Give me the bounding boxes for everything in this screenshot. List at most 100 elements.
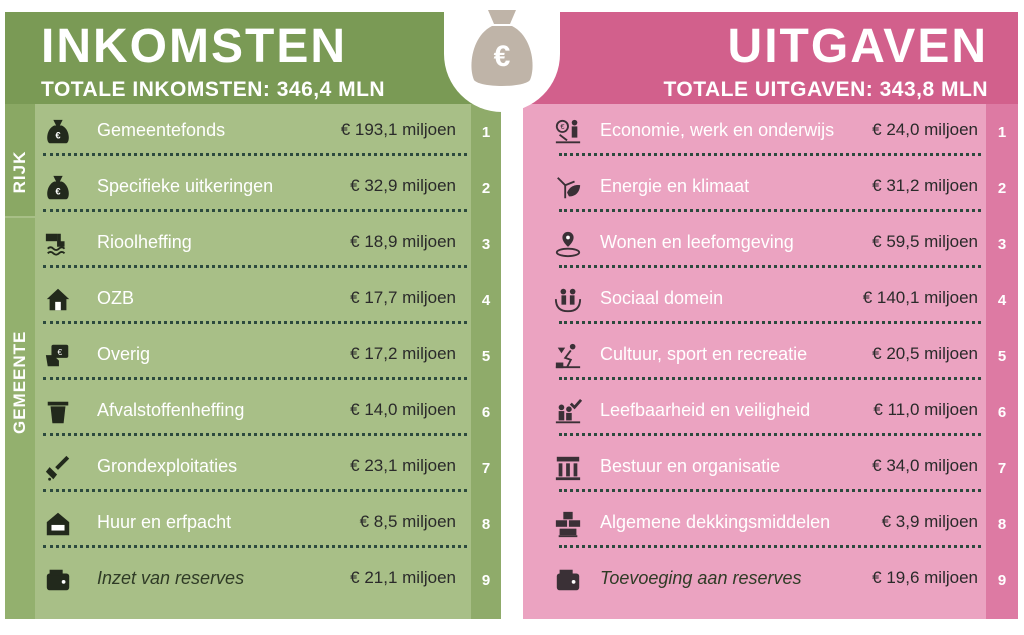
item-amount: € 20,5 miljoen	[872, 344, 978, 363]
item-number: 6	[997, 404, 1007, 421]
item-number: 5	[481, 348, 491, 365]
item-number: 2	[481, 180, 491, 197]
list-item: OZB € 17,7 miljoen 4	[5, 272, 501, 328]
item-amount: € 8,5 miljoen	[359, 512, 456, 531]
item-label: Algemene dekkingsmiddelen	[600, 512, 831, 532]
euro-money-bag-icon: €	[471, 10, 533, 86]
dotted-divider	[559, 265, 981, 268]
people-check-icon	[553, 398, 583, 426]
item-number: 8	[997, 516, 1007, 533]
money-bag-icon: €	[43, 174, 73, 202]
list-item: € Gemeentefonds € 193,1 miljoen 1	[5, 104, 501, 160]
uitgaven-subtitle: TOTALE UITGAVEN: 343,8 MLN	[663, 78, 988, 101]
coin-stacks-icon	[553, 510, 583, 538]
list-item: € Economie, werk en onderwijs € 24,0 miljo…	[523, 104, 1018, 160]
list-item: Cultuur, sport en recreatie € 20,5 miljoe…	[523, 328, 1018, 384]
item-number: 4	[481, 292, 491, 309]
item-label: Energie en klimaat	[600, 176, 750, 196]
item-number: 1	[481, 124, 491, 141]
item-label: Inzet van reserves	[97, 568, 245, 588]
list-item: Huur en erfpacht € 8,5 miljoen 8	[5, 496, 501, 552]
dotted-divider	[559, 321, 981, 324]
group-gemeente-band	[5, 218, 35, 619]
list-item: Bestuur en organisatie € 34,0 miljoen 7	[523, 440, 1018, 496]
list-item: Rioolheffing € 18,9 miljoen 3	[5, 216, 501, 272]
item-amount: € 31,2 miljoen	[872, 176, 978, 195]
item-number: 6	[481, 404, 491, 421]
uitgaven-number-column	[986, 104, 1018, 619]
uitgaven-header: UITGAVEN TOTALE UITGAVEN: 343,8 MLN	[523, 12, 1018, 104]
item-label: Gemeentefonds	[97, 120, 226, 140]
uitgaven-panel: UITGAVEN TOTALE UITGAVEN: 343,8 MLN € Eco…	[523, 12, 1018, 619]
wallet-icon	[43, 566, 73, 594]
inkomsten-panel: INKOMSTEN TOTALE INKOMSTEN: 346,4 MLN RI…	[5, 12, 501, 619]
wallet-icon	[553, 566, 583, 594]
list-item: € Specifieke uitkeringen € 32,9 miljoen 2	[5, 160, 501, 216]
item-label: Wonen en leefomgeving	[600, 232, 794, 252]
dotted-divider	[43, 321, 467, 324]
item-number: 5	[997, 348, 1007, 365]
item-label: Cultuur, sport en recreatie	[600, 344, 808, 364]
item-label: Economie, werk en onderwijs	[600, 120, 835, 140]
dotted-divider	[43, 545, 467, 548]
dotted-divider	[43, 153, 467, 156]
item-amount: € 34,0 miljoen	[872, 456, 978, 475]
dotted-divider	[559, 209, 981, 212]
inkomsten-subtitle: TOTALE INKOMSTEN: 346,4 MLN	[41, 78, 386, 101]
item-amount: € 21,1 miljoen	[350, 568, 456, 587]
item-number: 9	[481, 572, 491, 589]
item-amount: € 17,2 miljoen	[350, 344, 456, 363]
list-item: Sociaal domein € 140,1 miljoen 4	[523, 272, 1018, 328]
item-amount: € 59,5 miljoen	[872, 232, 978, 251]
item-number: 3	[481, 236, 491, 253]
item-number: 1	[997, 124, 1007, 141]
item-number: 8	[481, 516, 491, 533]
center-euro-glyph: €	[494, 40, 511, 73]
dotted-divider	[559, 545, 981, 548]
wind-turbine-leaf-icon	[553, 174, 583, 202]
item-number: 9	[997, 572, 1007, 589]
house-icon	[43, 286, 73, 314]
item-label: Afvalstoffenheffing	[97, 400, 245, 420]
shovel-icon	[43, 454, 73, 482]
item-label: Toevoeging aan reserves	[600, 568, 802, 588]
item-label: Leefbaarheid en veiligheid	[600, 400, 811, 420]
dotted-divider	[43, 489, 467, 492]
trash-bin-icon	[43, 398, 73, 426]
rental-house-icon	[43, 510, 73, 538]
item-number: 3	[997, 236, 1007, 253]
list-item: Grondexploitaties € 23,1 miljoen 7	[5, 440, 501, 496]
svg-text:€: €	[55, 131, 61, 141]
dotted-divider	[43, 265, 467, 268]
list-item: Wonen en leefomgeving € 59,5 miljoen 3	[523, 216, 1018, 272]
item-label: Specifieke uitkeringen	[97, 176, 274, 196]
center-badge: €	[444, 0, 560, 112]
dotted-divider	[559, 433, 981, 436]
item-amount: € 19,6 miljoen	[872, 568, 978, 587]
item-amount: € 32,9 miljoen	[350, 176, 456, 195]
item-label: Bestuur en organisatie	[600, 456, 781, 476]
item-label: Huur en erfpacht	[97, 512, 232, 532]
inkomsten-title: INKOMSTEN	[41, 20, 347, 73]
item-amount: € 24,0 miljoen	[872, 120, 978, 139]
item-amount: € 3,9 miljoen	[881, 512, 978, 531]
dotted-divider	[43, 433, 467, 436]
uitgaven-title: UITGAVEN	[727, 20, 988, 73]
list-item: Leefbaarheid en veiligheid € 11,0 miljoen…	[523, 384, 1018, 440]
item-amount: € 193,1 miljoen	[340, 120, 456, 139]
item-number: 2	[997, 180, 1007, 197]
svg-text:€: €	[55, 187, 61, 197]
dotted-divider	[559, 489, 981, 492]
list-item: Afvalstoffenheffing € 14,0 miljoen 6	[5, 384, 501, 440]
inkomsten-body	[5, 104, 501, 619]
money-bag-icon: €	[43, 118, 73, 146]
item-amount: € 18,9 miljoen	[350, 232, 456, 251]
group-rijk-band	[5, 104, 35, 216]
item-amount: € 140,1 miljoen	[862, 288, 978, 307]
family-hands-icon	[553, 286, 583, 314]
item-amount: € 17,7 miljoen	[350, 288, 456, 307]
item-number: 7	[997, 460, 1007, 477]
dotted-divider	[43, 377, 467, 380]
item-label: Rioolheffing	[97, 232, 192, 252]
item-label: Overig	[97, 344, 151, 364]
